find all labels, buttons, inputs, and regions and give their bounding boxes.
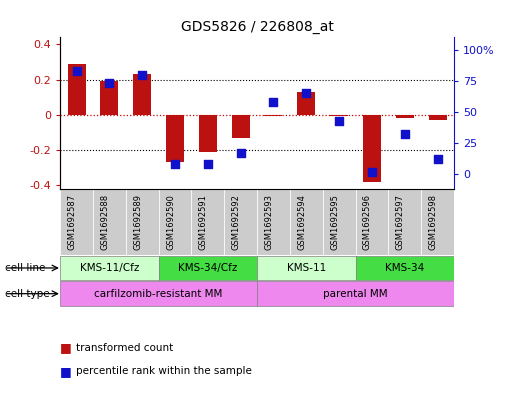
- Bar: [133, 74, 151, 115]
- Bar: [60, 281, 257, 306]
- Text: GSM1692589: GSM1692589: [133, 194, 142, 250]
- Bar: [60, 189, 93, 255]
- Bar: [60, 255, 158, 280]
- Text: GSM1692594: GSM1692594: [297, 194, 306, 250]
- Title: GDS5826 / 226808_at: GDS5826 / 226808_at: [180, 20, 334, 33]
- Text: ■: ■: [60, 365, 72, 378]
- Point: [401, 131, 409, 138]
- Text: KMS-34: KMS-34: [385, 263, 424, 273]
- Point: [171, 161, 179, 167]
- Bar: [199, 115, 217, 152]
- Text: cell type: cell type: [5, 289, 50, 299]
- Point: [236, 150, 245, 156]
- Bar: [100, 81, 118, 115]
- Point: [105, 80, 113, 86]
- Point: [138, 72, 146, 78]
- Bar: [297, 92, 315, 115]
- Bar: [265, 115, 282, 116]
- Text: GSM1692587: GSM1692587: [67, 194, 76, 250]
- Bar: [257, 255, 356, 280]
- Point: [72, 68, 81, 74]
- Bar: [363, 115, 381, 182]
- Bar: [356, 255, 454, 280]
- Bar: [126, 189, 158, 255]
- Bar: [158, 189, 191, 255]
- Text: percentile rank within the sample: percentile rank within the sample: [76, 366, 252, 376]
- Text: GSM1692593: GSM1692593: [265, 194, 274, 250]
- Point: [434, 156, 442, 162]
- Bar: [67, 64, 86, 115]
- Text: transformed count: transformed count: [76, 343, 173, 353]
- Text: cell line: cell line: [5, 263, 46, 273]
- Text: GSM1692596: GSM1692596: [363, 194, 372, 250]
- Bar: [93, 189, 126, 255]
- Text: GSM1692598: GSM1692598: [428, 194, 438, 250]
- Text: KMS-11: KMS-11: [287, 263, 326, 273]
- Bar: [356, 189, 388, 255]
- Bar: [166, 115, 184, 162]
- Bar: [428, 115, 447, 120]
- Text: KMS-34/Cfz: KMS-34/Cfz: [178, 263, 237, 273]
- Point: [269, 99, 278, 105]
- Bar: [396, 115, 414, 118]
- Text: carfilzomib-resistant MM: carfilzomib-resistant MM: [95, 289, 223, 299]
- Bar: [388, 189, 421, 255]
- Text: GSM1692595: GSM1692595: [330, 194, 339, 250]
- Bar: [330, 115, 348, 116]
- Text: GSM1692588: GSM1692588: [100, 194, 109, 250]
- Text: GSM1692597: GSM1692597: [396, 194, 405, 250]
- Point: [302, 90, 311, 96]
- Bar: [290, 189, 323, 255]
- Bar: [158, 255, 257, 280]
- Bar: [257, 189, 290, 255]
- Text: GSM1692591: GSM1692591: [199, 194, 208, 250]
- Bar: [257, 281, 454, 306]
- Text: ■: ■: [60, 341, 72, 354]
- Point: [368, 169, 376, 175]
- Bar: [232, 115, 249, 138]
- Bar: [323, 189, 356, 255]
- Text: parental MM: parental MM: [323, 289, 388, 299]
- Text: KMS-11/Cfz: KMS-11/Cfz: [79, 263, 139, 273]
- Bar: [421, 189, 454, 255]
- Text: GSM1692592: GSM1692592: [232, 194, 241, 250]
- Bar: [191, 189, 224, 255]
- Point: [335, 118, 343, 124]
- Bar: [224, 189, 257, 255]
- Point: [203, 161, 212, 167]
- Text: GSM1692590: GSM1692590: [166, 194, 175, 250]
